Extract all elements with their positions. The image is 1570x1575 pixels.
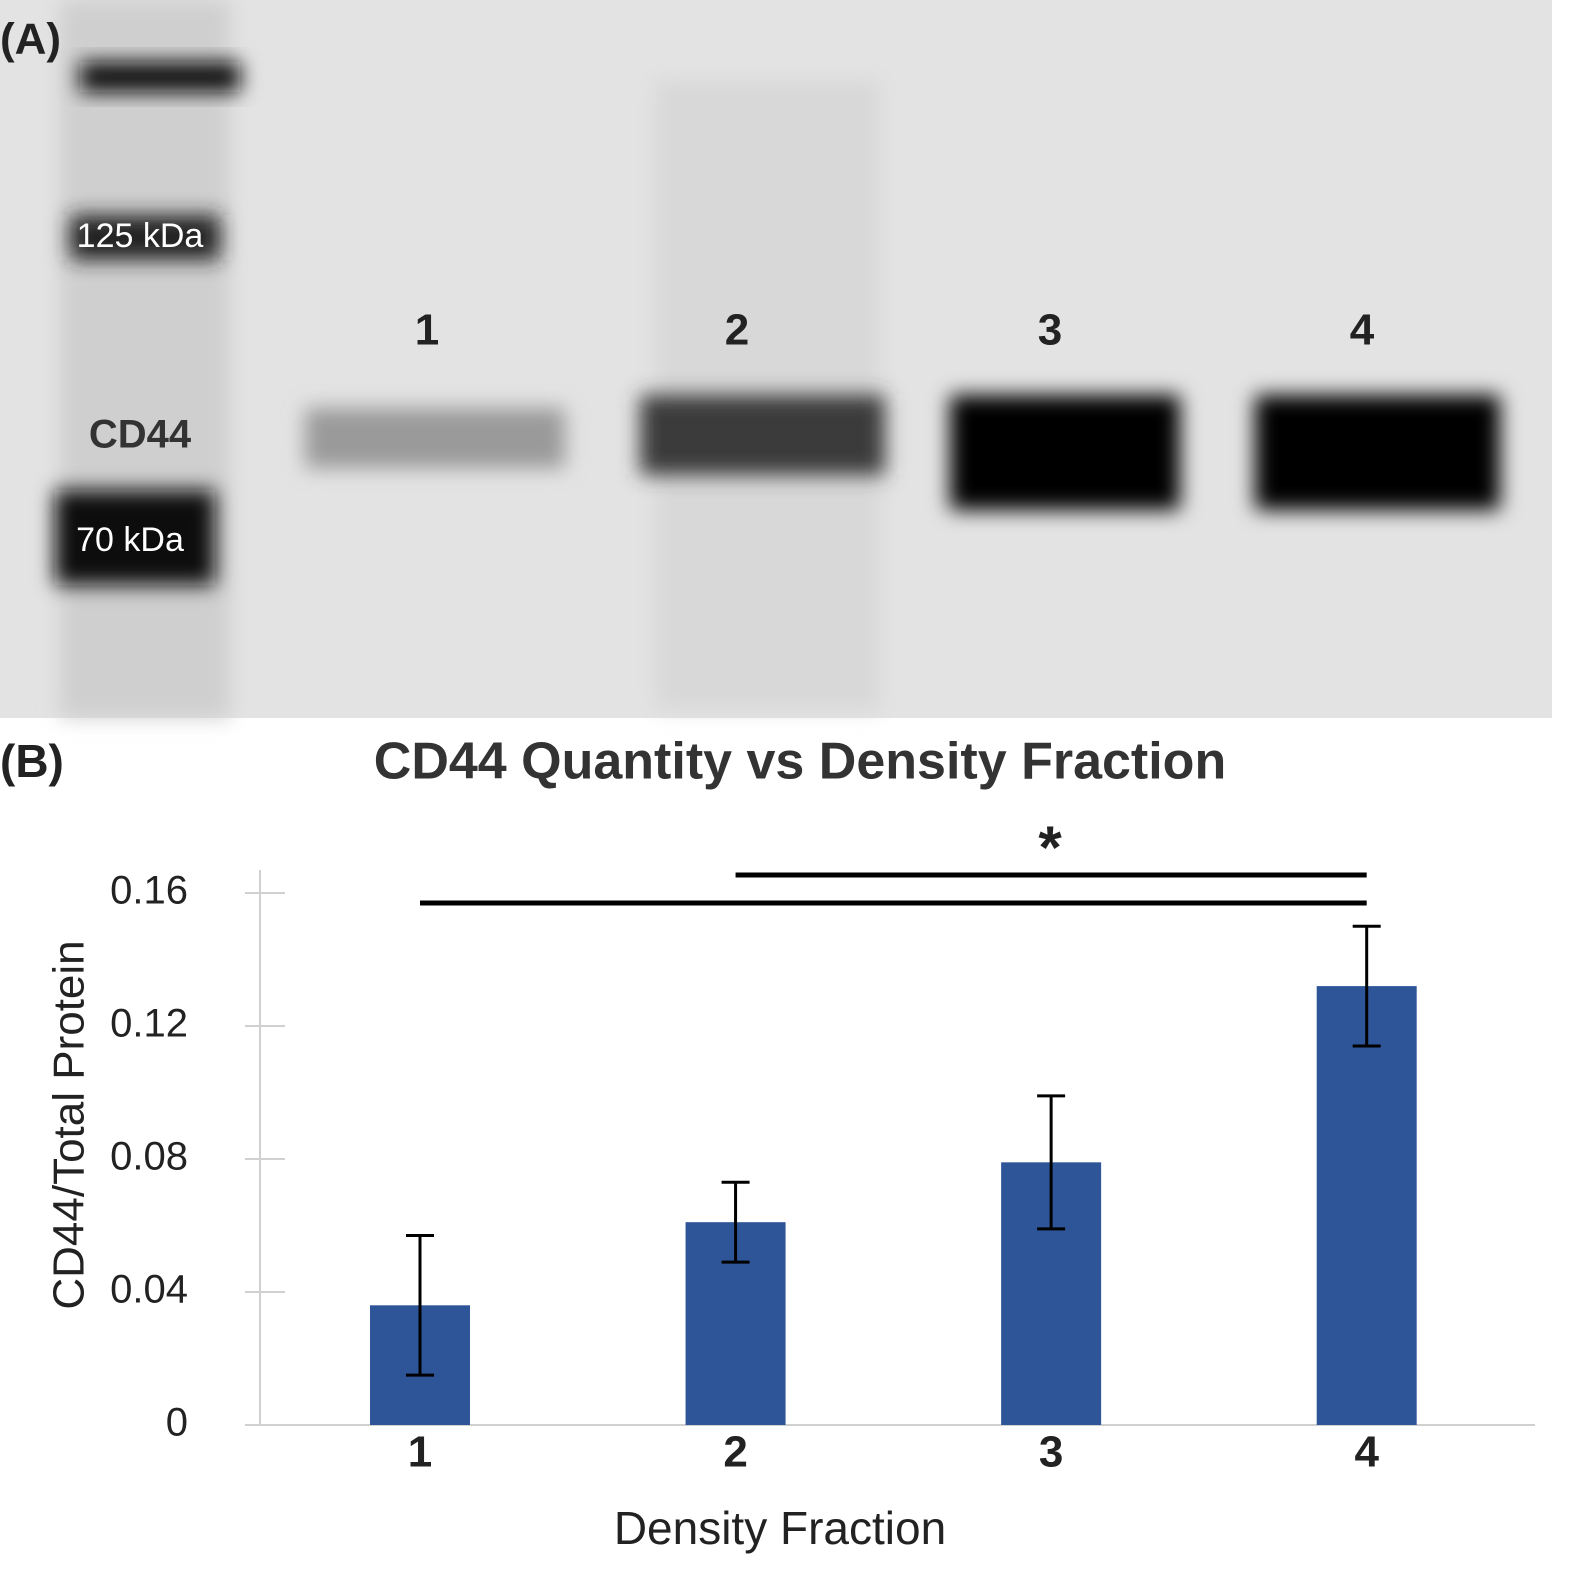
x-tick-label: 3	[1039, 1428, 1063, 1477]
y-axis-label: CD44/Total Protein	[45, 940, 94, 1309]
x-axis-label: Density Fraction	[614, 1502, 946, 1554]
bar	[1316, 986, 1417, 1425]
lane-label: 3	[1038, 306, 1062, 355]
y-tick-label: 0.12	[110, 1002, 188, 1046]
marker-label: 125 kDa	[77, 217, 204, 255]
ladder-band	[55, 490, 215, 585]
blot-panel: (A) 125 kDa 70 kDa CD44 1 2 3 4	[0, 0, 1552, 718]
x-tick-label: 4	[1354, 1428, 1379, 1477]
ladder-lane	[60, 0, 230, 718]
lane-label: 2	[725, 306, 749, 355]
blot-band	[1255, 395, 1500, 510]
blot-band	[305, 408, 565, 468]
blot-band	[640, 395, 885, 475]
blot-band	[950, 395, 1180, 510]
panel-label: (B)	[0, 735, 64, 787]
lane-label: 4	[1350, 306, 1375, 355]
x-tick-label: 2	[723, 1428, 747, 1477]
panel-label: (A)	[0, 15, 61, 64]
lane-label: 1	[415, 306, 439, 355]
y-tick-label: 0	[166, 1401, 188, 1445]
band-label: CD44	[89, 413, 192, 457]
ladder-band	[80, 62, 240, 92]
x-tick-label: 1	[408, 1428, 432, 1477]
marker-label: 70 kDa	[76, 521, 184, 559]
bar-chart: (B) CD44 Quantity vs Density Fraction De…	[0, 733, 1535, 1554]
y-tick-label: 0.08	[110, 1135, 188, 1179]
ladder-band	[70, 215, 220, 260]
significance-label: *	[1038, 814, 1062, 881]
y-tick-label: 0.16	[110, 869, 188, 913]
chart-title: CD44 Quantity vs Density Fraction	[374, 733, 1226, 791]
y-tick-label: 0.04	[110, 1268, 188, 1312]
